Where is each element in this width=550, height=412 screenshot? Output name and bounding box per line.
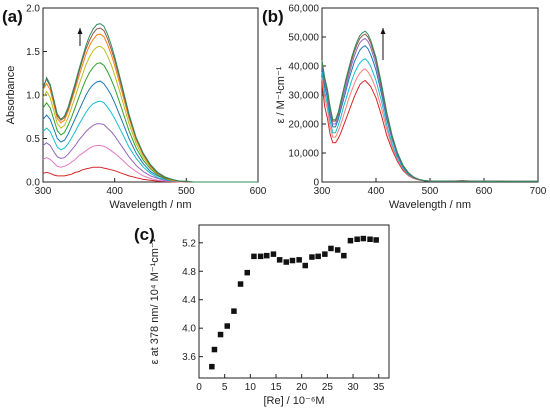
panel-a-series-line bbox=[42, 45, 258, 183]
panel-c-plot-frame bbox=[198, 224, 390, 379]
panel-b-trend-arrow-head bbox=[380, 28, 386, 34]
panel-c-y-tick-label: 3.6 bbox=[182, 352, 196, 363]
panel-c-data-point bbox=[270, 251, 277, 257]
panel-c-data-point bbox=[211, 346, 218, 353]
panel-c-x-tick-label: 0 bbox=[196, 382, 202, 393]
panel-b-x-tick-label: 600 bbox=[476, 186, 493, 197]
panel-c-y-tick-label: 4.4 bbox=[182, 295, 196, 306]
panel-a-series-line bbox=[42, 100, 258, 183]
panel-b-series-line bbox=[321, 30, 538, 182]
panel-b-x-tick-label: 500 bbox=[422, 186, 439, 197]
panel-c-data-point bbox=[224, 323, 230, 329]
panel-c-x-tick-label: 15 bbox=[270, 382, 282, 393]
panel-b-y-tick-label: 20,000 bbox=[288, 120, 319, 131]
panel-a-plot-frame bbox=[42, 7, 259, 183]
panel-c-data-point bbox=[347, 237, 354, 244]
panel-c-panel-label: (c) bbox=[134, 225, 155, 244]
panel-c-x-tick-label: 30 bbox=[347, 382, 359, 393]
panel-c-data-point bbox=[264, 252, 270, 259]
panel-c-data-point bbox=[231, 308, 237, 314]
panel-a-y-tick-label: 0.0 bbox=[26, 178, 40, 189]
panel-a-x-tick-label: 400 bbox=[106, 186, 123, 197]
panel-a-y-tick-label: 0.5 bbox=[26, 134, 40, 145]
panel-c-y-axis-label: ε at 378 nm/ 10⁴ M⁻¹cm⁻¹ bbox=[149, 238, 161, 364]
panel-c-data-point bbox=[334, 247, 341, 253]
panel-a-series-line bbox=[42, 23, 258, 183]
panel-c-data-point bbox=[354, 236, 360, 242]
panel-c-data-point bbox=[373, 237, 379, 243]
panel-b-y-tick-label: 40,000 bbox=[288, 62, 319, 73]
panel-a-x-tick-label: 300 bbox=[35, 186, 52, 197]
panel-b-y-tick-label: 10,000 bbox=[288, 149, 319, 160]
panel-b-y-axis-label: ε / M⁻¹cm⁻¹ bbox=[275, 66, 287, 123]
panel-b-x-tick-label: 300 bbox=[314, 186, 331, 197]
panel-b-y-tick-label: 50,000 bbox=[288, 33, 319, 44]
panel-a-x-axis-label: Wavelength / nm bbox=[109, 199, 191, 211]
panel-c-data-point bbox=[322, 251, 328, 257]
panel-a-y-tick-label: 1.0 bbox=[26, 91, 40, 102]
panel-b-series-line bbox=[321, 79, 538, 182]
panel-c-data-point bbox=[237, 281, 244, 287]
panel-c-data-point bbox=[283, 259, 289, 265]
panel-c-data-point bbox=[302, 262, 308, 269]
panel-b-series-line bbox=[321, 45, 538, 182]
panel-a-x-tick-label: 600 bbox=[250, 186, 267, 197]
panel-c-data-point bbox=[276, 257, 283, 263]
panel-c-data-point bbox=[251, 253, 257, 260]
panel-c-data-point bbox=[257, 253, 264, 260]
panel-b-series-line bbox=[321, 37, 538, 182]
panel-c-data-point bbox=[341, 252, 347, 259]
panel-c-data-point bbox=[315, 253, 321, 260]
panel-c-x-tick-label: 10 bbox=[245, 382, 257, 393]
panel-c-y-tick-label: 4.0 bbox=[182, 324, 196, 335]
panel-c-data-point bbox=[328, 245, 334, 252]
panel-b-x-tick-label: 700 bbox=[530, 186, 547, 197]
panel-c-x-axis-label: [Re] / 10⁻⁶M bbox=[263, 395, 324, 407]
panel-b-plot-frame bbox=[321, 7, 539, 183]
panel-c-data-point bbox=[296, 257, 302, 263]
panel-b-series-line bbox=[321, 58, 538, 182]
panel-c-data-point bbox=[244, 269, 250, 276]
panel-c-data-point bbox=[309, 254, 315, 260]
panel-c-data-point bbox=[360, 235, 367, 242]
panel-c-x-tick-label: 35 bbox=[373, 382, 385, 393]
panel-a-y-tick-label: 2.0 bbox=[26, 4, 40, 15]
panel-c-x-tick-label: 25 bbox=[322, 382, 334, 393]
panel-a-x-tick-label: 500 bbox=[178, 186, 195, 197]
panel-c-data-point bbox=[367, 236, 373, 242]
panel-c-y-tick-label: 5.2 bbox=[182, 238, 196, 249]
panel-c-y-tick-label: 4.8 bbox=[182, 267, 196, 278]
panel-b-x-axis-label: Wavelength / nm bbox=[389, 199, 471, 211]
panel-a-y-tick-label: 1.5 bbox=[26, 47, 40, 58]
panel-c-data-point bbox=[289, 257, 296, 264]
panel-a-panel-label: (a) bbox=[2, 7, 23, 26]
panel-b-y-tick-label: 60,000 bbox=[288, 4, 319, 15]
panel-b-y-tick-label: 0 bbox=[313, 178, 319, 189]
panel-b-panel-label: (b) bbox=[262, 7, 284, 26]
panel-a-trend-arrow-head bbox=[77, 28, 83, 34]
panel-b-series-line bbox=[321, 68, 538, 182]
panel-c-data-point bbox=[217, 331, 224, 338]
panel-a-y-axis-label: Absorbance bbox=[5, 66, 17, 125]
panel-c-x-tick-label: 20 bbox=[296, 382, 308, 393]
panel-c-data-point bbox=[209, 363, 215, 370]
panel-b-y-tick-label: 30,000 bbox=[288, 91, 319, 102]
panel-c-x-tick-label: 5 bbox=[222, 382, 228, 393]
panel-b-x-tick-label: 400 bbox=[368, 186, 385, 197]
